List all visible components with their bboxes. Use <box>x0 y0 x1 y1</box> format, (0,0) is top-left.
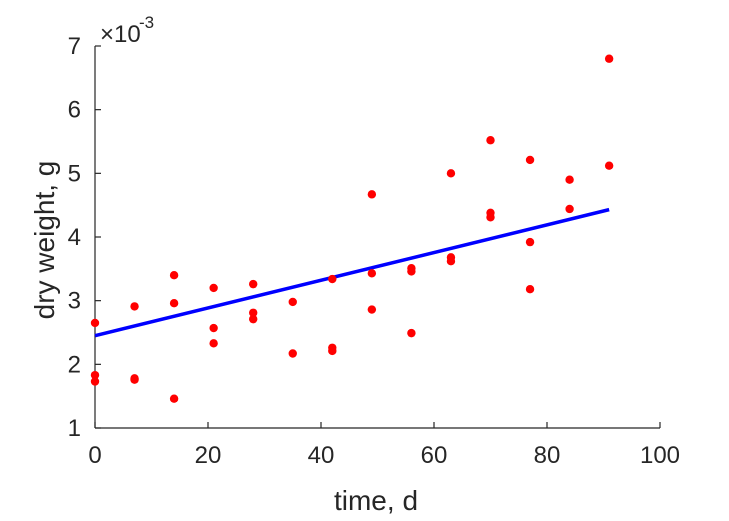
data-point <box>209 339 218 348</box>
fit-line <box>94 207 610 338</box>
data-point <box>525 155 535 165</box>
data-point <box>328 274 337 284</box>
y-axis-exponent: ×10 -3 <box>100 13 154 48</box>
y-tick-label: 3 <box>68 288 81 315</box>
data-point <box>367 190 377 199</box>
x-tick-label: 40 <box>308 442 335 469</box>
data-point <box>169 271 179 280</box>
data-point <box>525 285 535 294</box>
x-axis-ticks: 0 20 40 60 80 100 <box>88 422 680 469</box>
x-tick-label: 80 <box>534 442 561 469</box>
y-tick-label: 5 <box>68 160 81 187</box>
data-point <box>407 267 416 276</box>
data-point <box>604 54 614 63</box>
exponent-power: -3 <box>139 13 154 32</box>
data-point <box>604 161 614 170</box>
x-tick-label: 60 <box>421 442 448 469</box>
y-axis-label: dry weight, g <box>29 161 60 320</box>
y-tick-label: 4 <box>68 224 81 251</box>
y-tick-label: 1 <box>68 415 81 442</box>
x-tick-label: 100 <box>640 442 680 469</box>
data-point <box>486 213 495 222</box>
data-point <box>130 302 139 311</box>
data-point <box>288 297 297 307</box>
data-point <box>249 308 258 317</box>
fit-line-layer <box>94 207 610 338</box>
data-point <box>169 299 179 308</box>
data-point <box>565 175 574 184</box>
data-point <box>209 283 218 293</box>
axes <box>94 46 660 429</box>
data-point <box>90 370 100 380</box>
data-point <box>446 256 456 266</box>
x-axis-label: time, d <box>334 485 418 516</box>
data-point <box>130 375 139 384</box>
y-axis-ticks: 1 2 3 4 5 6 7 <box>68 33 101 442</box>
data-point <box>90 318 100 328</box>
y-tick-label: 2 <box>68 351 81 378</box>
data-point <box>446 169 456 178</box>
data-point <box>249 279 258 289</box>
data-point <box>288 349 297 358</box>
y-tick-label: 6 <box>68 97 81 124</box>
data-point <box>169 394 179 403</box>
data-point <box>209 323 218 333</box>
data-point <box>328 346 337 356</box>
data-points <box>90 54 614 403</box>
y-tick-label: 7 <box>68 33 81 60</box>
exponent-base: ×10 <box>100 21 141 48</box>
data-point <box>367 305 377 314</box>
data-point <box>249 314 258 324</box>
data-point <box>367 269 377 278</box>
data-point <box>486 136 495 145</box>
x-tick-label: 20 <box>195 442 222 469</box>
data-point <box>90 377 100 386</box>
data-point <box>565 204 574 214</box>
data-point <box>525 237 535 247</box>
x-tick-label: 0 <box>88 442 101 469</box>
data-point <box>407 328 416 338</box>
